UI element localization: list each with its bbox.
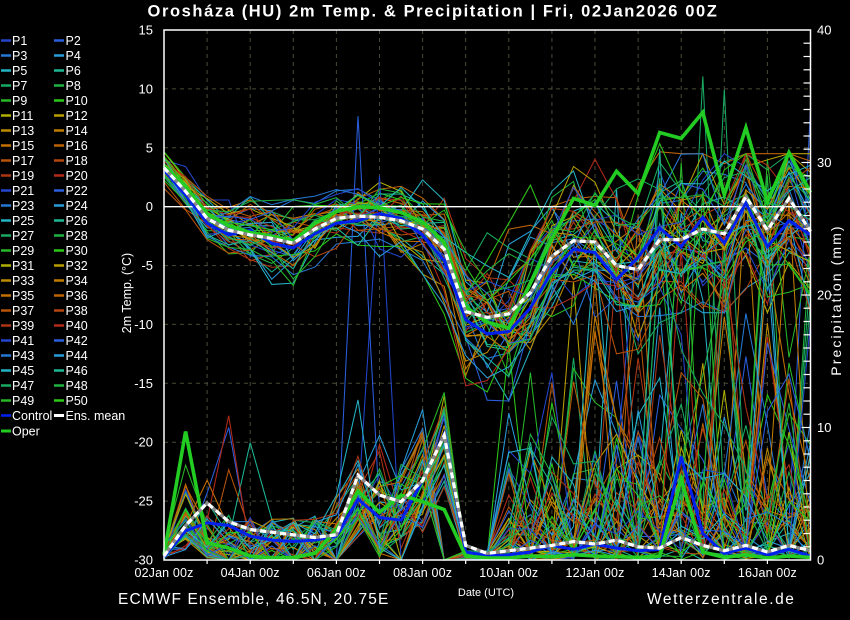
svg-text:P40: P40 (66, 319, 88, 333)
svg-text:P43: P43 (12, 349, 34, 363)
svg-text:P42: P42 (66, 334, 88, 348)
svg-text:P37: P37 (12, 304, 34, 318)
svg-text:30: 30 (817, 155, 831, 170)
svg-text:02Jan 00z: 02Jan 00z (134, 566, 193, 580)
svg-text:-30: -30 (134, 553, 153, 568)
svg-text:P4: P4 (66, 49, 81, 63)
svg-text:Oper: Oper (12, 425, 40, 439)
svg-text:P11: P11 (12, 109, 33, 123)
svg-text:P41: P41 (12, 334, 34, 348)
svg-text:06Jan 00z: 06Jan 00z (307, 566, 366, 580)
svg-text:P1: P1 (12, 34, 27, 48)
svg-text:P24: P24 (66, 199, 88, 213)
svg-text:P50: P50 (66, 394, 88, 408)
svg-text:P44: P44 (66, 349, 88, 363)
svg-text:P27: P27 (12, 229, 34, 243)
svg-text:P10: P10 (66, 94, 88, 108)
svg-text:08Jan 00z: 08Jan 00z (393, 566, 452, 580)
svg-text:P12: P12 (66, 109, 88, 123)
svg-text:P18: P18 (66, 154, 88, 168)
svg-text:P39: P39 (12, 319, 34, 333)
svg-text:P21: P21 (12, 184, 34, 198)
svg-text:12Jan 00z: 12Jan 00z (565, 566, 624, 580)
svg-text:P17: P17 (12, 154, 34, 168)
svg-text:P13: P13 (12, 124, 34, 138)
svg-text:P9: P9 (12, 94, 27, 108)
svg-text:P19: P19 (12, 169, 34, 183)
svg-text:P14: P14 (66, 124, 88, 138)
svg-text:P3: P3 (12, 49, 27, 63)
svg-text:0: 0 (146, 199, 153, 214)
svg-text:P16: P16 (66, 139, 88, 153)
svg-text:2m Temp. (°C): 2m Temp. (°C) (120, 253, 134, 333)
svg-text:20: 20 (817, 288, 831, 303)
svg-text:40: 40 (817, 23, 831, 38)
svg-text:-10: -10 (134, 317, 153, 332)
svg-text:P7: P7 (12, 79, 27, 93)
svg-text:14Jan 00z: 14Jan 00z (652, 566, 711, 580)
svg-text:P38: P38 (66, 304, 88, 318)
svg-text:5: 5 (146, 140, 153, 155)
svg-text:P31: P31 (12, 259, 34, 273)
svg-text:-5: -5 (141, 258, 153, 273)
svg-text:10: 10 (817, 420, 831, 435)
svg-text:P26: P26 (66, 214, 88, 228)
svg-text:P25: P25 (12, 214, 34, 228)
svg-text:P30: P30 (66, 244, 88, 258)
svg-text:Control: Control (12, 409, 52, 423)
svg-text:P35: P35 (12, 289, 34, 303)
svg-text:15: 15 (139, 23, 153, 38)
svg-text:16Jan 00z: 16Jan 00z (738, 566, 797, 580)
svg-text:Precipitation (mm): Precipitation (mm) (828, 224, 844, 375)
svg-text:P20: P20 (66, 169, 88, 183)
svg-text:P15: P15 (12, 139, 34, 153)
svg-text:P45: P45 (12, 364, 34, 378)
svg-text:P34: P34 (66, 274, 88, 288)
svg-text:P33: P33 (12, 274, 34, 288)
svg-text:P48: P48 (66, 379, 88, 393)
svg-text:P46: P46 (66, 364, 88, 378)
svg-text:P28: P28 (66, 229, 88, 243)
svg-text:P6: P6 (66, 64, 81, 78)
svg-text:10: 10 (139, 81, 153, 96)
svg-text:P23: P23 (12, 199, 34, 213)
svg-text:Wetterzentrale.de: Wetterzentrale.de (647, 591, 795, 608)
svg-text:-20: -20 (134, 435, 153, 450)
svg-text:Orosháza (HU) 2m Temp. & Pre: Orosháza (HU) 2m Temp. & Precipitation |… (148, 3, 719, 21)
svg-text:04Jan 00z: 04Jan 00z (221, 566, 280, 580)
svg-text:-25: -25 (134, 494, 153, 509)
svg-text:10Jan 00z: 10Jan 00z (479, 566, 538, 580)
svg-text:P8: P8 (66, 79, 81, 93)
svg-text:P49: P49 (12, 394, 34, 408)
svg-text:P36: P36 (66, 289, 88, 303)
svg-text:ECMWF Ensemble, 46.5N, 20.75E: ECMWF Ensemble, 46.5N, 20.75E (118, 591, 389, 608)
svg-text:P29: P29 (12, 244, 34, 258)
svg-text:-15: -15 (134, 376, 153, 391)
svg-text:P5: P5 (12, 64, 27, 78)
svg-text:P32: P32 (66, 259, 88, 273)
svg-text:0: 0 (817, 553, 824, 568)
svg-text:P2: P2 (66, 34, 81, 48)
svg-text:P47: P47 (12, 379, 34, 393)
svg-text:Ens. mean: Ens. mean (66, 409, 126, 423)
svg-text:Date (UTC): Date (UTC) (458, 587, 514, 599)
svg-text:P22: P22 (66, 184, 88, 198)
